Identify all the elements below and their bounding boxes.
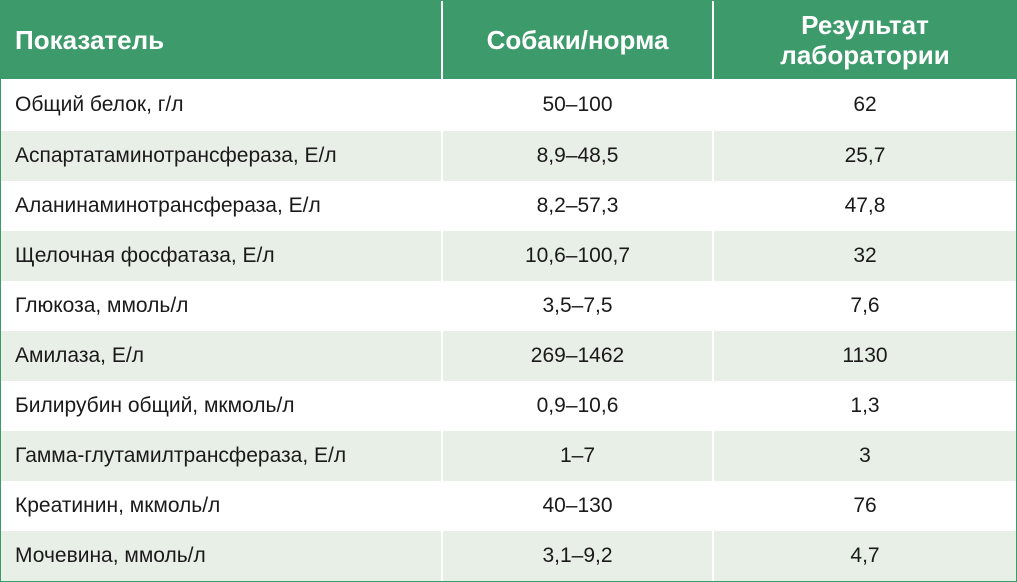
cell-indicator: Общий белок, г/л: [1, 79, 443, 131]
cell-norm: 50–100: [442, 79, 714, 131]
table-row: Билирубин общий, мкмоль/л 0,9–10,6 1,3: [1, 381, 1016, 431]
table-row: Щелочная фосфатаза, Е/л 10,6–100,7 32: [1, 231, 1016, 281]
cell-result: 32: [713, 231, 1016, 281]
cell-result: 7,6: [713, 281, 1016, 331]
cell-result: 1,3: [713, 381, 1016, 431]
table-body: Общий белок, г/л 50–100 62 Аспартатамино…: [1, 79, 1016, 581]
table-row: Аспартатаминотрансфераза, Е/л 8,9–48,5 2…: [1, 131, 1016, 181]
cell-indicator: Глюкоза, ммоль/л: [1, 281, 443, 331]
cell-result: 3: [713, 431, 1016, 481]
table-row: Общий белок, г/л 50–100 62: [1, 79, 1016, 131]
header-lab-result-text: Результат лаборатории: [780, 10, 950, 70]
cell-norm: 3,5–7,5: [442, 281, 714, 331]
cell-norm: 10,6–100,7: [442, 231, 714, 281]
cell-norm: 1–7: [442, 431, 714, 481]
header-lab-result: Результат лаборатории: [713, 1, 1016, 79]
header-indicator: Показатель: [1, 1, 443, 79]
header-dog-norm: Собаки/норма: [442, 1, 714, 79]
header-row: Показатель Собаки/норма Результат лабора…: [1, 1, 1016, 79]
cell-norm: 0,9–10,6: [442, 381, 714, 431]
cell-result: 1130: [713, 331, 1016, 381]
cell-norm: 8,2–57,3: [442, 181, 714, 231]
table-row: Гамма-глутамилтрансфераза, Е/л 1–7 3: [1, 431, 1016, 481]
cell-norm: 269–1462: [442, 331, 714, 381]
cell-indicator: Аспартатаминотрансфераза, Е/л: [1, 131, 443, 181]
cell-norm: 8,9–48,5: [442, 131, 714, 181]
cell-indicator: Гамма-глутамилтрансфераза, Е/л: [1, 431, 443, 481]
table-row: Креатинин, мкмоль/л 40–130 76: [1, 481, 1016, 531]
cell-result: 25,7: [713, 131, 1016, 181]
cell-indicator: Щелочная фосфатаза, Е/л: [1, 231, 443, 281]
cell-indicator: Креатинин, мкмоль/л: [1, 481, 443, 531]
cell-indicator: Аланинаминотрансфераза, Е/л: [1, 181, 443, 231]
table-row: Аланинаминотрансфераза, Е/л 8,2–57,3 47,…: [1, 181, 1016, 231]
cell-result: 4,7: [713, 531, 1016, 581]
cell-indicator: Амилаза, Е/л: [1, 331, 443, 381]
table-row: Амилаза, Е/л 269–1462 1130: [1, 331, 1016, 381]
cell-norm: 40–130: [442, 481, 714, 531]
cell-indicator: Мочевина, ммоль/л: [1, 531, 443, 581]
cell-result: 62: [713, 79, 1016, 131]
table-row: Глюкоза, ммоль/л 3,5–7,5 7,6: [1, 281, 1016, 331]
cell-norm: 3,1–9,2: [442, 531, 714, 581]
cell-indicator: Билирубин общий, мкмоль/л: [1, 381, 443, 431]
table-row: Мочевина, ммоль/л 3,1–9,2 4,7: [1, 531, 1016, 581]
cell-result: 47,8: [713, 181, 1016, 231]
table-header: Показатель Собаки/норма Результат лабора…: [1, 1, 1016, 79]
cell-result: 76: [713, 481, 1016, 531]
